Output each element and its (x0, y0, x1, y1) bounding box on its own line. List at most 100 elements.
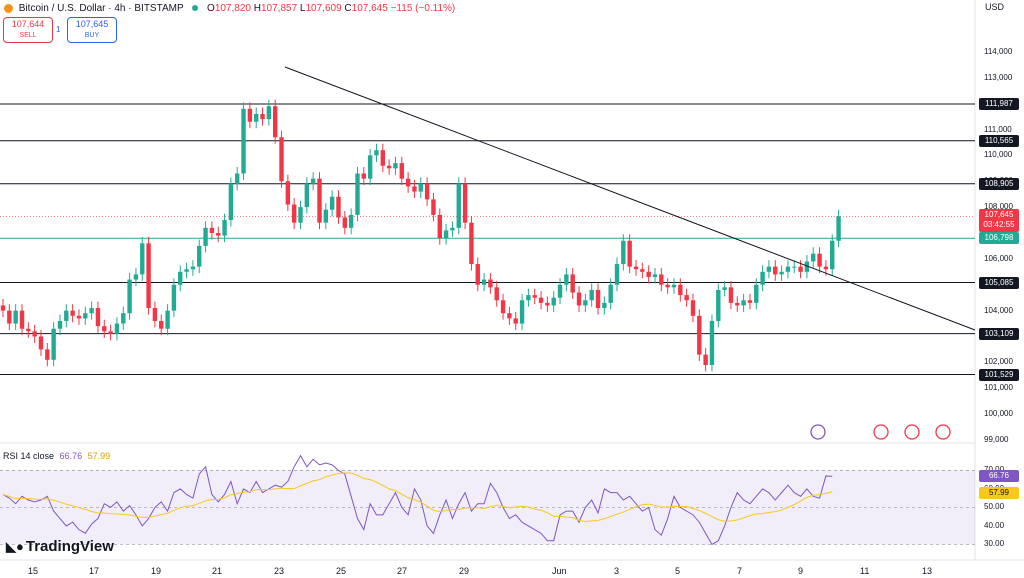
candle-body (722, 287, 727, 290)
candle-body (386, 165, 392, 169)
candle-body (146, 243, 151, 309)
spread-value: 1 (56, 25, 61, 34)
candle-body (197, 245, 202, 267)
time-tick-label: 5 (675, 566, 681, 576)
candle-body (671, 284, 677, 288)
price-tick-label: 110,000 (984, 150, 1013, 160)
buy-price: 107,645 (75, 19, 109, 29)
candle-body (792, 266, 797, 268)
time-tick-label: 13 (922, 566, 933, 576)
candle-body (355, 173, 360, 215)
candle-body (614, 264, 620, 285)
price-tick-label: 101,000 (984, 383, 1013, 393)
candle-body (621, 240, 626, 265)
candle-body (823, 266, 829, 270)
candle-body (773, 266, 778, 275)
candle-body (602, 302, 607, 309)
event-icon (810, 424, 826, 440)
candle-body (747, 300, 753, 303)
time-tick-label: 27 (397, 566, 408, 576)
candle-body (646, 271, 651, 277)
ohlc-low: L107,609 (299, 3, 342, 14)
candle-body (228, 183, 234, 221)
candle-body (804, 261, 810, 272)
time-tick-label: 23 (274, 566, 285, 576)
level-price-tag: 111,987 (979, 97, 1019, 110)
event-icon (935, 424, 951, 440)
last-price-value: 107,645 (984, 210, 1014, 220)
candle-body (798, 266, 803, 272)
candle-body (159, 320, 164, 329)
symbol-name[interactable]: Bitcoin / U.S. Dollar · 4h · BITSTAMP (18, 3, 184, 14)
sell-label: SELL (19, 32, 37, 39)
candle-body (507, 313, 512, 319)
candle-body (589, 289, 594, 301)
rsi-tick-label: 50.00 (984, 502, 1005, 512)
candle-body (114, 323, 120, 334)
tradingview-logo-icon: ◣● (6, 539, 24, 554)
candle-body (462, 183, 468, 223)
candle-body (171, 284, 177, 311)
candle-body (317, 178, 322, 223)
candle-body (203, 227, 208, 246)
candle-body (247, 108, 253, 122)
candle-body (513, 318, 518, 324)
candle-body (551, 297, 556, 306)
candle-body (76, 315, 82, 319)
candle-body (494, 287, 499, 301)
candle-body (329, 196, 335, 210)
candle-body (728, 287, 734, 303)
time-tick-label: 25 (336, 566, 347, 576)
candle-body (583, 300, 588, 306)
price-tick-label: 99,000 (984, 435, 1009, 444)
rsi-value: 66.76 (59, 451, 83, 461)
candle-body (481, 279, 487, 285)
rsi-ma-tag: 57.99 (979, 486, 1019, 499)
candle-body (811, 253, 816, 262)
price-tick-label: 106,000 (984, 253, 1013, 263)
rsi-ma-value: 57.99 (87, 451, 111, 461)
candle-body (678, 284, 683, 296)
price-tick-label: 104,000 (984, 305, 1013, 315)
rsi-tick-label: 40.00 (984, 520, 1005, 530)
candle-body (652, 274, 658, 277)
candle-body (342, 217, 348, 228)
candle-body (500, 300, 506, 314)
candle-body (393, 163, 398, 169)
candle-body (526, 295, 531, 301)
candle-body (690, 300, 696, 316)
candle-body (38, 336, 44, 350)
time-tick-label: 17 (89, 566, 100, 576)
trendline (284, 66, 976, 331)
candle-body (216, 233, 221, 236)
sell-button[interactable]: 107,644 SELL (3, 17, 53, 43)
candle-body (456, 183, 461, 228)
candle-body (741, 300, 746, 306)
candle-body (437, 214, 442, 239)
candle-body (659, 274, 664, 285)
candle-body (19, 310, 25, 329)
candle-body (545, 302, 550, 306)
candle-body (709, 320, 715, 365)
currency-label[interactable]: USD (985, 2, 1005, 12)
candle-body (450, 227, 455, 231)
candle-body (291, 204, 297, 223)
candle-body (70, 310, 75, 316)
candle-body (336, 196, 341, 218)
price-tick-label: 108,000 (984, 202, 1013, 212)
candle-body (608, 284, 613, 303)
time-tick-label: 9 (798, 566, 804, 576)
candle-body (235, 173, 240, 184)
rsi-label: RSI 14 close (3, 451, 55, 461)
candle-body (266, 106, 272, 120)
candle-body (576, 292, 582, 306)
candle-body (127, 279, 132, 314)
candle-body (13, 310, 18, 324)
buy-button[interactable]: 107,645 BUY (67, 17, 117, 43)
ohlc-close: C107,645 (344, 3, 388, 14)
candle-body (399, 163, 404, 179)
price-tick-label: 100,000 (984, 409, 1013, 419)
candle-body (45, 349, 50, 360)
